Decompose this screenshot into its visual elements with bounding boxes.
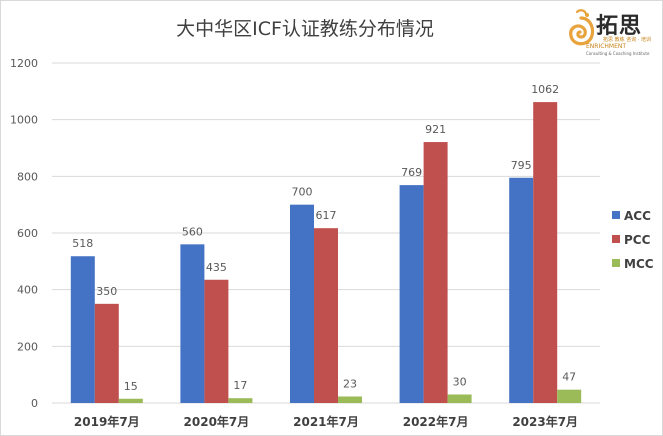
logo: 拓思 拓思 教练 咨询 · 培训 ENRICHMENT Consulting &…: [563, 8, 658, 70]
bar-pcc: [204, 279, 229, 403]
chart-title: 大中华区ICF认证教练分布情况: [176, 18, 434, 40]
data-label-pcc: 435: [206, 261, 227, 274]
data-label-acc: 518: [72, 237, 93, 250]
legend-item-acc: ACC: [612, 209, 651, 223]
y-tick-label: 800: [17, 170, 38, 183]
bar-acc: [180, 244, 205, 403]
data-label-acc: 769: [401, 166, 422, 179]
x-tick-label: 2021年7月: [293, 414, 359, 429]
bar-acc: [70, 256, 95, 403]
legend-label-acc: ACC: [624, 209, 651, 223]
bar-acc: [290, 204, 314, 403]
data-label-acc: 560: [182, 225, 203, 238]
bar-pcc: [94, 303, 119, 403]
data-label-mcc: 30: [453, 376, 467, 389]
spiral-logo-icon: [569, 9, 595, 46]
y-tick-label: 600: [17, 227, 38, 240]
legend-item-pcc: PCC: [612, 233, 650, 247]
data-label-mcc: 23: [343, 377, 357, 390]
data-label-pcc: 350: [96, 285, 117, 298]
y-tick-label: 1000: [10, 114, 38, 127]
data-label-pcc: 921: [425, 123, 446, 136]
data-label-acc: 700: [292, 186, 313, 199]
y-tick-label: 0: [31, 397, 38, 410]
legend-swatch-mcc: [612, 259, 620, 267]
bar-pcc: [533, 102, 558, 403]
bar-acc: [509, 177, 534, 403]
logo-english-name: ENRICHMENT: [586, 43, 627, 50]
legend-label-pcc: PCC: [624, 233, 651, 247]
logo-english-tagline: Consulting & Coaching Institute: [586, 51, 650, 56]
x-tick-label: 2020年7月: [184, 414, 250, 429]
legend-swatch-acc: [612, 211, 620, 219]
legend-item-mcc: MCC: [612, 257, 654, 271]
bar-mcc: [228, 398, 253, 403]
data-label-acc: 795: [511, 159, 532, 172]
x-tick-label: 2022年7月: [403, 414, 469, 429]
y-tick-label: 200: [17, 340, 38, 353]
y-tick-label: 400: [17, 284, 38, 297]
logo-brand-text: 拓思: [596, 13, 643, 39]
bar-mcc: [557, 389, 582, 403]
logo-subtitle: 拓思 教练 咨询 · 培训: [603, 37, 651, 43]
data-label-mcc: 47: [562, 371, 576, 384]
bar-mcc: [447, 394, 472, 403]
x-tick-label: 2019年7月: [74, 414, 140, 429]
y-tick-label: 1200: [10, 57, 38, 70]
bar-pcc: [423, 142, 448, 404]
bar-mcc: [338, 396, 362, 403]
bar-pcc: [314, 228, 338, 403]
bar-mcc: [118, 398, 143, 403]
legend-swatch-pcc: [612, 235, 620, 243]
data-label-pcc: 1062: [531, 83, 559, 96]
legend-label-mcc: MCC: [624, 257, 654, 271]
data-label-pcc: 617: [316, 209, 337, 222]
x-tick-label: 2023年7月: [512, 414, 578, 429]
bar-acc: [399, 185, 424, 403]
data-label-mcc: 17: [233, 379, 247, 392]
data-label-mcc: 15: [124, 380, 138, 393]
